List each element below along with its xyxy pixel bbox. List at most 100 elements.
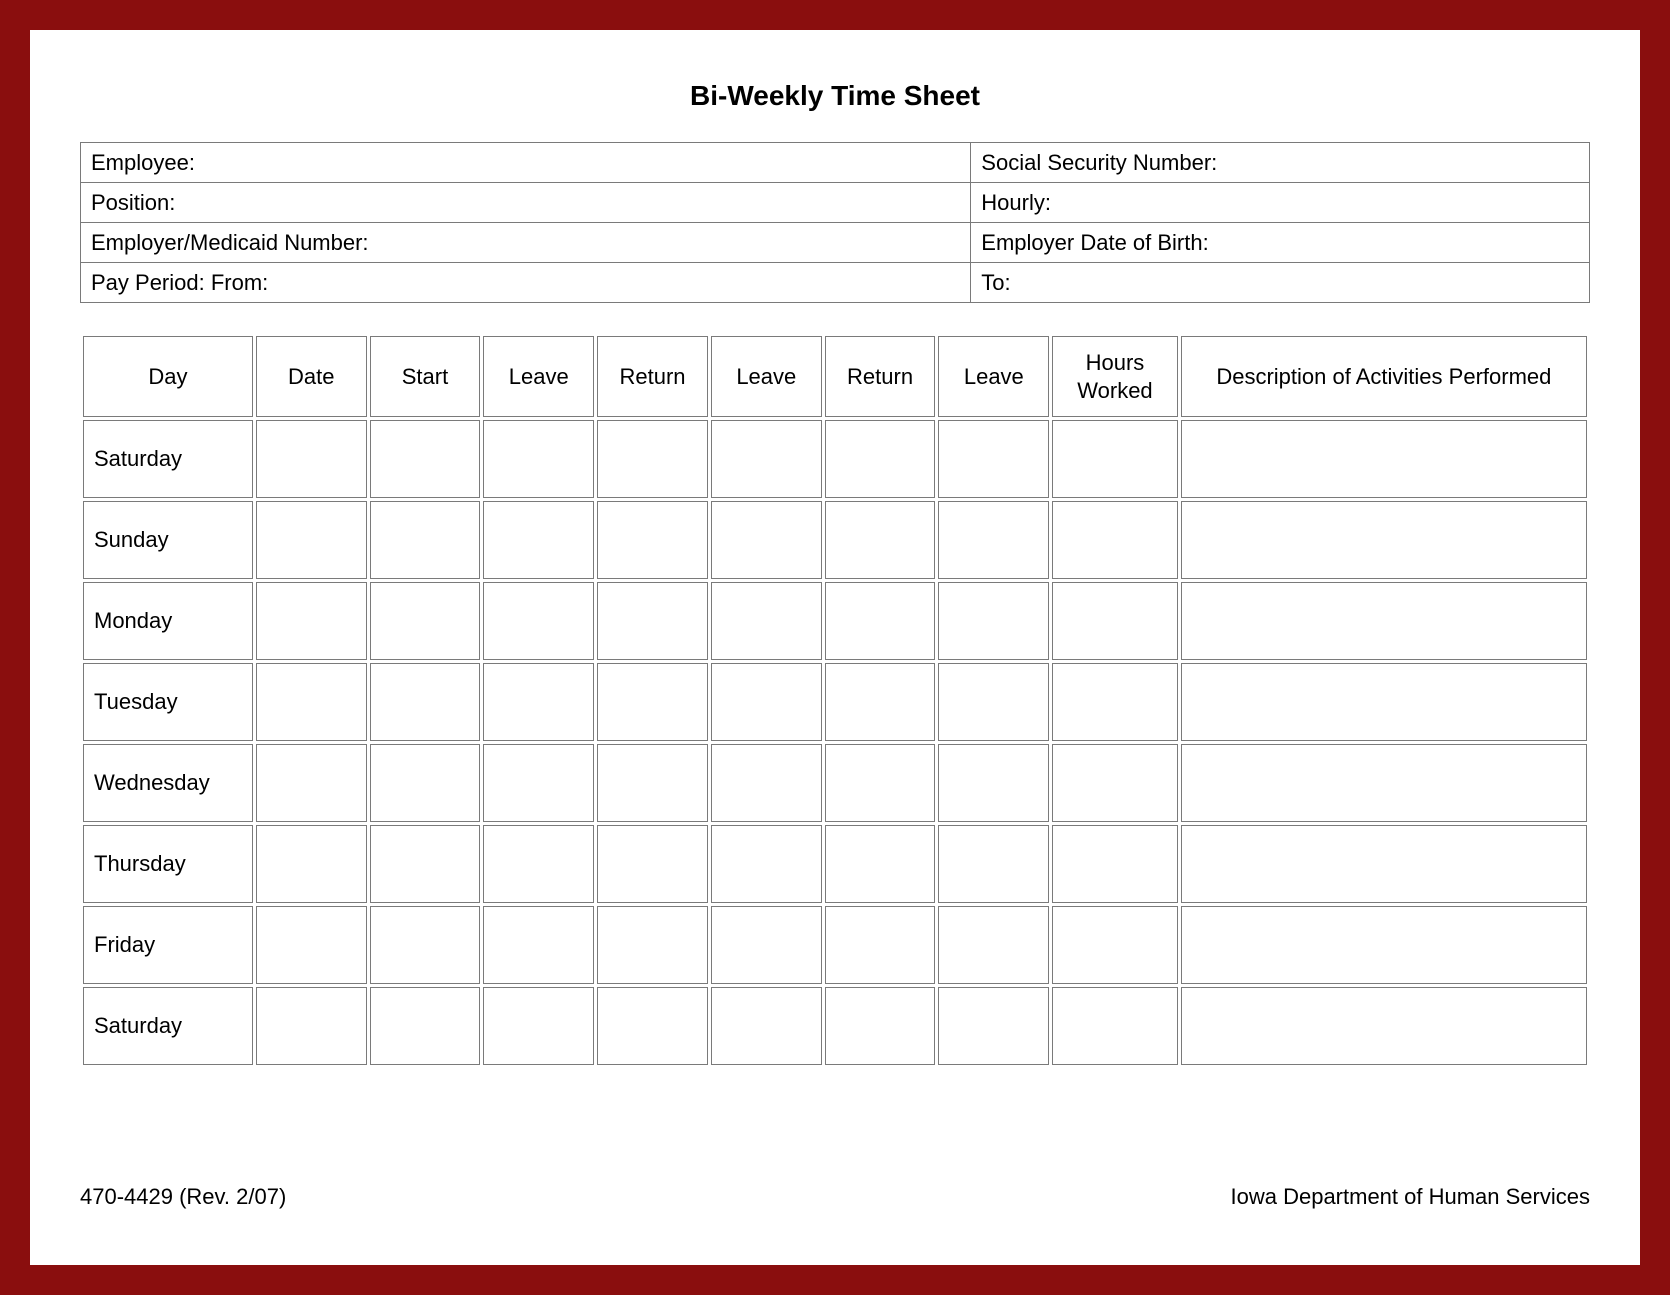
data-cell	[1052, 582, 1178, 660]
column-header: Leave	[483, 336, 594, 417]
data-cell	[1052, 501, 1178, 579]
data-cell	[711, 906, 822, 984]
data-cell	[483, 582, 594, 660]
data-cell	[483, 825, 594, 903]
info-table: Employee:Social Security Number:Position…	[80, 142, 1590, 303]
data-cell	[256, 825, 367, 903]
data-cell	[1181, 582, 1587, 660]
column-header: Leave	[938, 336, 1049, 417]
data-cell	[825, 663, 936, 741]
column-header: Return	[825, 336, 936, 417]
footer-agency: Iowa Department of Human Services	[1231, 1184, 1591, 1210]
data-cell	[1181, 987, 1587, 1065]
data-cell	[483, 987, 594, 1065]
column-header: Day	[83, 336, 253, 417]
data-cell	[256, 420, 367, 498]
data-cell	[825, 420, 936, 498]
footer: 470-4429 (Rev. 2/07) Iowa Department of …	[80, 1184, 1590, 1210]
column-header: Hours Worked	[1052, 336, 1178, 417]
data-cell	[597, 420, 708, 498]
data-cell	[825, 906, 936, 984]
table-row: Tuesday	[83, 663, 1587, 741]
info-row: Employer/Medicaid Number:Employer Date o…	[81, 223, 1590, 263]
data-cell	[370, 906, 481, 984]
info-cell-left: Employee:	[81, 143, 971, 183]
data-cell	[1052, 906, 1178, 984]
timesheet-table: DayDateStartLeaveReturnLeaveReturnLeaveH…	[80, 333, 1590, 1068]
data-cell	[825, 744, 936, 822]
data-cell	[825, 825, 936, 903]
data-cell	[483, 663, 594, 741]
data-cell	[597, 987, 708, 1065]
data-cell	[597, 825, 708, 903]
day-cell: Sunday	[83, 501, 253, 579]
data-cell	[256, 663, 367, 741]
data-cell	[256, 744, 367, 822]
day-cell: Saturday	[83, 987, 253, 1065]
info-row: Pay Period: From:To:	[81, 263, 1590, 303]
data-cell	[938, 906, 1049, 984]
page-title: Bi-Weekly Time Sheet	[80, 80, 1590, 112]
data-cell	[1181, 663, 1587, 741]
day-cell: Friday	[83, 906, 253, 984]
data-cell	[938, 420, 1049, 498]
data-cell	[483, 906, 594, 984]
info-row: Position:Hourly:	[81, 183, 1590, 223]
info-cell-left: Pay Period: From:	[81, 263, 971, 303]
data-cell	[711, 987, 822, 1065]
data-cell	[256, 582, 367, 660]
info-cell-right: To:	[971, 263, 1590, 303]
table-row: Thursday	[83, 825, 1587, 903]
data-cell	[711, 825, 822, 903]
data-cell	[938, 582, 1049, 660]
table-row: Friday	[83, 906, 1587, 984]
info-cell-left: Employer/Medicaid Number:	[81, 223, 971, 263]
data-cell	[1181, 906, 1587, 984]
data-cell	[825, 582, 936, 660]
column-header: Date	[256, 336, 367, 417]
data-cell	[938, 663, 1049, 741]
page: Bi-Weekly Time Sheet Employee:Social Sec…	[30, 30, 1640, 1265]
data-cell	[938, 825, 1049, 903]
data-cell	[711, 582, 822, 660]
column-header: Leave	[711, 336, 822, 417]
day-cell: Tuesday	[83, 663, 253, 741]
data-cell	[370, 744, 481, 822]
data-cell	[938, 501, 1049, 579]
data-cell	[597, 906, 708, 984]
data-cell	[825, 501, 936, 579]
data-cell	[370, 582, 481, 660]
data-cell	[938, 987, 1049, 1065]
data-cell	[256, 501, 367, 579]
data-cell	[597, 582, 708, 660]
data-cell	[370, 663, 481, 741]
data-cell	[1052, 987, 1178, 1065]
data-cell	[1052, 744, 1178, 822]
data-cell	[597, 744, 708, 822]
column-header: Description of Activities Performed	[1181, 336, 1587, 417]
footer-form-number: 470-4429 (Rev. 2/07)	[80, 1184, 286, 1210]
data-cell	[1181, 501, 1587, 579]
data-cell	[256, 987, 367, 1065]
column-header: Return	[597, 336, 708, 417]
day-cell: Thursday	[83, 825, 253, 903]
data-cell	[711, 420, 822, 498]
timesheet-header-row: DayDateStartLeaveReturnLeaveReturnLeaveH…	[83, 336, 1587, 417]
day-cell: Monday	[83, 582, 253, 660]
data-cell	[1052, 825, 1178, 903]
table-row: Monday	[83, 582, 1587, 660]
data-cell	[1181, 825, 1587, 903]
data-cell	[370, 825, 481, 903]
info-cell-right: Employer Date of Birth:	[971, 223, 1590, 263]
data-cell	[1181, 420, 1587, 498]
data-cell	[1052, 420, 1178, 498]
table-row: Saturday	[83, 987, 1587, 1065]
data-cell	[825, 987, 936, 1065]
day-cell: Wednesday	[83, 744, 253, 822]
outer-frame: Bi-Weekly Time Sheet Employee:Social Sec…	[0, 0, 1670, 1295]
info-row: Employee:Social Security Number:	[81, 143, 1590, 183]
info-cell-right: Hourly:	[971, 183, 1590, 223]
data-cell	[1181, 744, 1587, 822]
data-cell	[370, 420, 481, 498]
data-cell	[256, 906, 367, 984]
